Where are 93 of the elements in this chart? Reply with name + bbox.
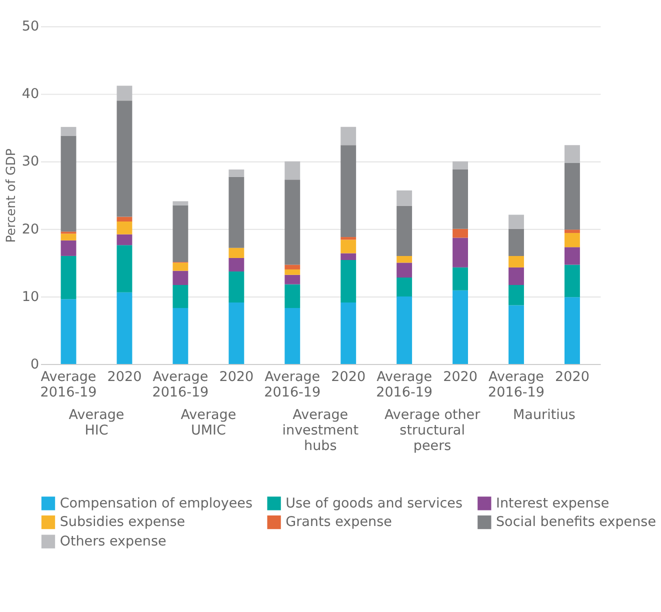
bar: [284, 274, 300, 284]
bar: [172, 308, 188, 364]
bar: [452, 169, 468, 229]
x-tick-label: Average 2016-19: [488, 368, 544, 400]
bar: [284, 269, 300, 275]
bar: [340, 237, 356, 240]
bar: [60, 299, 76, 364]
bar: [172, 262, 188, 271]
bar: [564, 297, 580, 364]
bar: [60, 240, 76, 256]
bar: [564, 232, 580, 248]
bar: [396, 256, 412, 263]
bar: [116, 86, 132, 101]
bar: [340, 240, 356, 254]
bar: [228, 258, 244, 272]
bar: [172, 284, 188, 308]
bar: [116, 100, 132, 217]
bar: [340, 145, 356, 238]
bar: [340, 253, 356, 260]
text: Average UMIC: [180, 407, 236, 438]
bar: [508, 267, 524, 285]
bar: [60, 234, 76, 240]
legend-label: Compensation of employees: [60, 495, 253, 512]
bar: [396, 262, 412, 278]
legend-label: Use of goods and services: [286, 495, 463, 512]
bar: [452, 267, 468, 290]
bar: [116, 221, 132, 234]
bar: [228, 271, 244, 303]
bar: [396, 278, 412, 296]
bar: [508, 305, 524, 364]
bar: [284, 161, 300, 180]
bar: [116, 292, 132, 364]
x-tick-label: 2020: [555, 368, 590, 385]
y-tick-label: 20: [22, 221, 40, 238]
y-tick-label: 50: [22, 18, 40, 35]
x-tick-label: 2020: [219, 368, 254, 385]
text: Mauritius: [513, 407, 576, 424]
x-tick-label: 2020: [331, 368, 366, 385]
legend-label: Subsidies expense: [60, 514, 186, 530]
bar: [172, 270, 188, 285]
bar: [452, 290, 468, 364]
bar: [228, 302, 244, 364]
x-tick-label: Average 2016-19: [376, 368, 433, 400]
bar: [284, 308, 300, 364]
x-tick-label: 2020: [107, 368, 142, 385]
legend-label: Grants expense: [286, 514, 392, 530]
x-tick-label: 2020: [443, 368, 478, 385]
bar: [564, 264, 580, 298]
bar: [116, 245, 132, 292]
bar: [452, 228, 468, 238]
bar: [396, 206, 412, 256]
bar: [340, 260, 356, 303]
bar: [228, 169, 244, 177]
legend-label: Others expense: [60, 533, 166, 550]
y-tick-label: 0: [30, 356, 40, 372]
bar: [284, 284, 300, 308]
bar: [564, 162, 580, 230]
bar: [284, 180, 300, 265]
y-tick-label: 30: [22, 154, 40, 170]
bar: [60, 256, 76, 300]
text: Average other structural peers: [384, 407, 481, 454]
y-tick-label: 10: [22, 288, 40, 305]
legend-label: Interest expense: [496, 495, 610, 512]
legend-label: Social benefits expense: [496, 514, 656, 530]
bar: [228, 248, 244, 258]
bar: [564, 230, 580, 233]
bar: [564, 145, 580, 163]
bar: [508, 284, 524, 306]
bar: [284, 264, 300, 270]
bar: [116, 234, 132, 246]
bar: [396, 190, 412, 206]
bar: [340, 302, 356, 364]
text: Average HIC: [68, 407, 124, 438]
bar: [60, 126, 76, 136]
bar: [508, 256, 524, 268]
bar: [396, 296, 412, 364]
bar: [60, 136, 76, 232]
bar: [452, 161, 468, 170]
y-tick-label: 40: [22, 86, 40, 102]
bar: [116, 216, 132, 222]
bar: [452, 238, 468, 268]
y-axis-title: Percent of GDP: [3, 148, 18, 243]
bar: [228, 176, 244, 248]
x-tick-label: Average 2016-19: [264, 368, 321, 400]
bar: [508, 228, 524, 256]
x-tick-label: Average 2016-19: [152, 368, 209, 400]
bar: [564, 247, 580, 265]
bar: [340, 126, 356, 146]
x-tick-label: Average 2016-19: [40, 368, 97, 400]
bar: [508, 214, 524, 229]
text: Average investment hubs: [282, 407, 358, 454]
bar: [172, 201, 188, 206]
bar: [172, 205, 188, 262]
